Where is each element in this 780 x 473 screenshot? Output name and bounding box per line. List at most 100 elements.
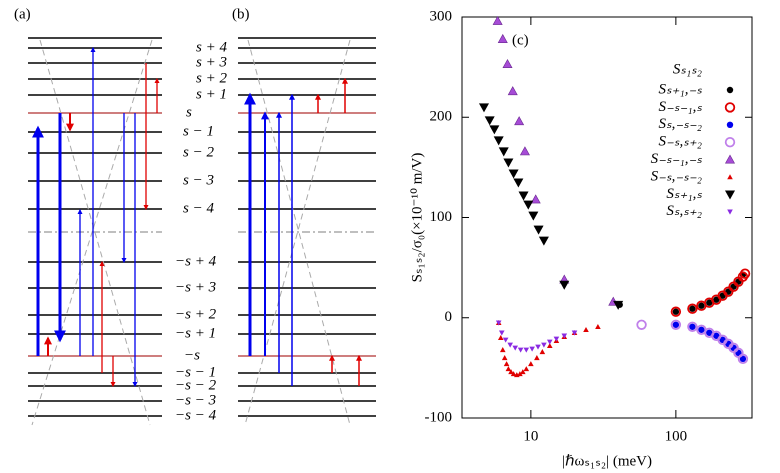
legend-marker xyxy=(724,154,736,164)
data-point xyxy=(553,336,560,342)
legend-label: S₋ₛ,₋ₛ₋₂ xyxy=(651,168,702,184)
data-point xyxy=(508,169,519,179)
data-point xyxy=(535,344,541,350)
data-point xyxy=(706,299,713,306)
data-point xyxy=(672,321,680,328)
data-point xyxy=(613,300,624,310)
data-point xyxy=(503,158,514,168)
data-point xyxy=(517,371,523,377)
level-label: s + 3 xyxy=(196,54,227,70)
data-point xyxy=(561,333,568,339)
data-point xyxy=(529,346,535,352)
legend-label: Sₛ₊₁,₋ₛ xyxy=(659,81,703,97)
data-point xyxy=(507,86,518,96)
data-point xyxy=(546,339,553,345)
data-point xyxy=(523,200,534,210)
data-point xyxy=(530,194,541,204)
data-point xyxy=(739,355,747,363)
level-label: s − 3 xyxy=(183,172,214,188)
legend-label: Sₛ,₋ₛ₋₂ xyxy=(659,116,703,132)
data-point xyxy=(502,337,509,343)
data-point xyxy=(493,136,504,146)
level-label: −s xyxy=(184,347,200,363)
level-label: −s − 3 xyxy=(175,392,216,408)
data-point xyxy=(492,15,503,25)
level-label: −s − 1 xyxy=(175,364,216,380)
data-point xyxy=(528,211,539,221)
data-point xyxy=(706,329,713,336)
panel-label: (c) xyxy=(512,32,529,48)
data-point xyxy=(670,319,682,330)
x-axis-label: |ℏωₛ₁ₛ₂| (meV) xyxy=(562,453,652,469)
data-point xyxy=(508,369,514,375)
level-label: −s − 4 xyxy=(175,407,217,423)
level-label: s + 1 xyxy=(196,86,227,102)
data-point xyxy=(739,268,751,279)
data-point xyxy=(503,361,510,367)
legend-label: S₋ₛ₋₁,₋ₛ xyxy=(651,151,703,167)
level-label: −s + 1 xyxy=(175,325,216,341)
legend-marker xyxy=(724,102,736,113)
data-point xyxy=(713,332,720,339)
data-point xyxy=(672,308,680,315)
y-axis-label: Sₛ₁ₛ₂/σ₀(×10⁻¹⁰ m/V) xyxy=(409,153,425,283)
data-point xyxy=(502,58,513,69)
data-point xyxy=(507,342,513,348)
legend-marker xyxy=(727,209,733,215)
level-label: −s + 4 xyxy=(175,253,217,269)
level-label: s − 1 xyxy=(183,123,214,139)
data-point xyxy=(559,280,570,290)
panel-label: (a) xyxy=(14,6,31,22)
data-point xyxy=(495,320,502,326)
data-point xyxy=(505,366,512,372)
data-point xyxy=(519,146,530,156)
level-label: s − 4 xyxy=(183,200,214,216)
data-point xyxy=(523,347,530,353)
legend-marker xyxy=(727,174,733,180)
level-label: s + 2 xyxy=(196,70,227,86)
data-point xyxy=(520,369,526,375)
data-point xyxy=(484,116,495,126)
guide-line xyxy=(244,39,351,426)
y-tick-label: 300 xyxy=(430,8,453,24)
level-label: −s − 2 xyxy=(175,377,217,393)
legend-marker xyxy=(726,121,734,128)
data-point xyxy=(513,178,524,188)
data-point xyxy=(689,323,696,330)
data-point xyxy=(499,347,506,353)
data-point xyxy=(687,321,698,332)
level-label: s − 2 xyxy=(183,144,214,160)
data-point xyxy=(689,305,696,312)
data-point xyxy=(518,191,529,201)
level-label: −s + 3 xyxy=(175,279,216,295)
guide-line xyxy=(31,39,153,426)
guide-line xyxy=(39,39,151,426)
y-tick-label: 100 xyxy=(430,209,453,225)
legend-marker xyxy=(724,136,736,148)
data-point xyxy=(501,355,508,361)
y-tick-label: 0 xyxy=(445,309,453,325)
data-point xyxy=(636,319,647,330)
legend-label: Sₛ₊₁,ₛ xyxy=(666,186,702,202)
x-tick-label: 100 xyxy=(665,428,688,444)
data-point xyxy=(498,330,505,336)
data-point xyxy=(583,326,589,333)
level-label: −s + 2 xyxy=(175,306,217,322)
legend-marker xyxy=(724,190,736,200)
data-point xyxy=(698,326,705,333)
data-point xyxy=(546,343,553,349)
data-point xyxy=(528,361,534,367)
y-tick-label: -100 xyxy=(425,409,453,425)
data-point xyxy=(478,103,489,113)
data-point xyxy=(514,116,525,126)
panel-label: (b) xyxy=(232,6,250,22)
data-point xyxy=(737,353,749,365)
data-point xyxy=(489,125,500,135)
data-point xyxy=(498,147,509,157)
data-point xyxy=(571,330,578,336)
data-point xyxy=(713,296,720,303)
data-point xyxy=(538,236,549,246)
legend-label: S₋ₛ,ₛ₊₂ xyxy=(659,134,703,150)
legend-label: S₋ₛ₋₁,ₛ xyxy=(659,99,703,115)
